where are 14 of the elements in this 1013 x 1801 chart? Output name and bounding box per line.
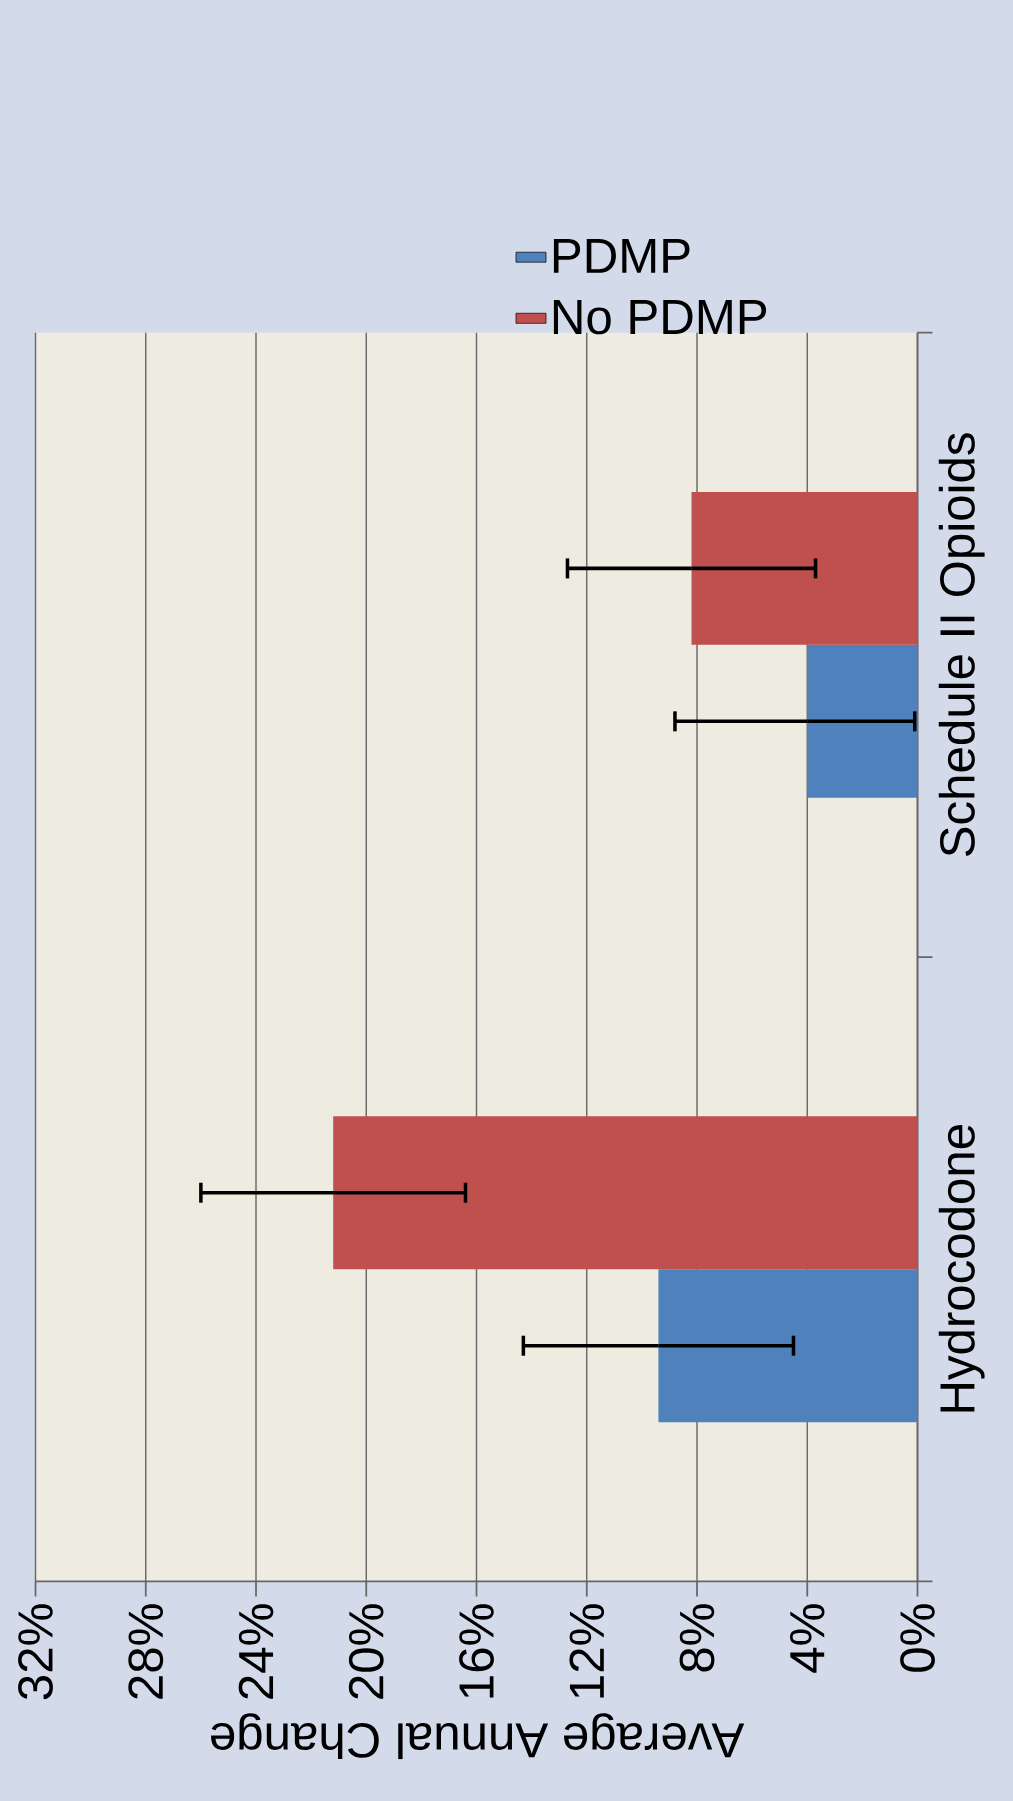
- x-tick-label: 32%: [18, 1604, 53, 1700]
- x-axis-title: Average Annual Change: [211, 1713, 745, 1760]
- y-tick-label: Hydrocodone: [938, 1125, 985, 1412]
- x-tick-label: 24%: [238, 1604, 274, 1699]
- x-tick-label: 4%: [789, 1604, 825, 1673]
- x-tick-label: 12%: [569, 1604, 605, 1698]
- x-tick-label: 8%: [679, 1604, 715, 1672]
- x-tick-label: 20%: [348, 1604, 384, 1699]
- x-tick-label: 16%: [459, 1604, 494, 1698]
- legend-label: PDMP: [553, 238, 690, 273]
- y-tick-label: Schedule II Opioids: [938, 433, 985, 857]
- x-tick-label: 0%: [900, 1604, 935, 1672]
- x-tick-label: 28%: [128, 1604, 164, 1699]
- legend-label: No PDMP: [553, 300, 767, 335]
